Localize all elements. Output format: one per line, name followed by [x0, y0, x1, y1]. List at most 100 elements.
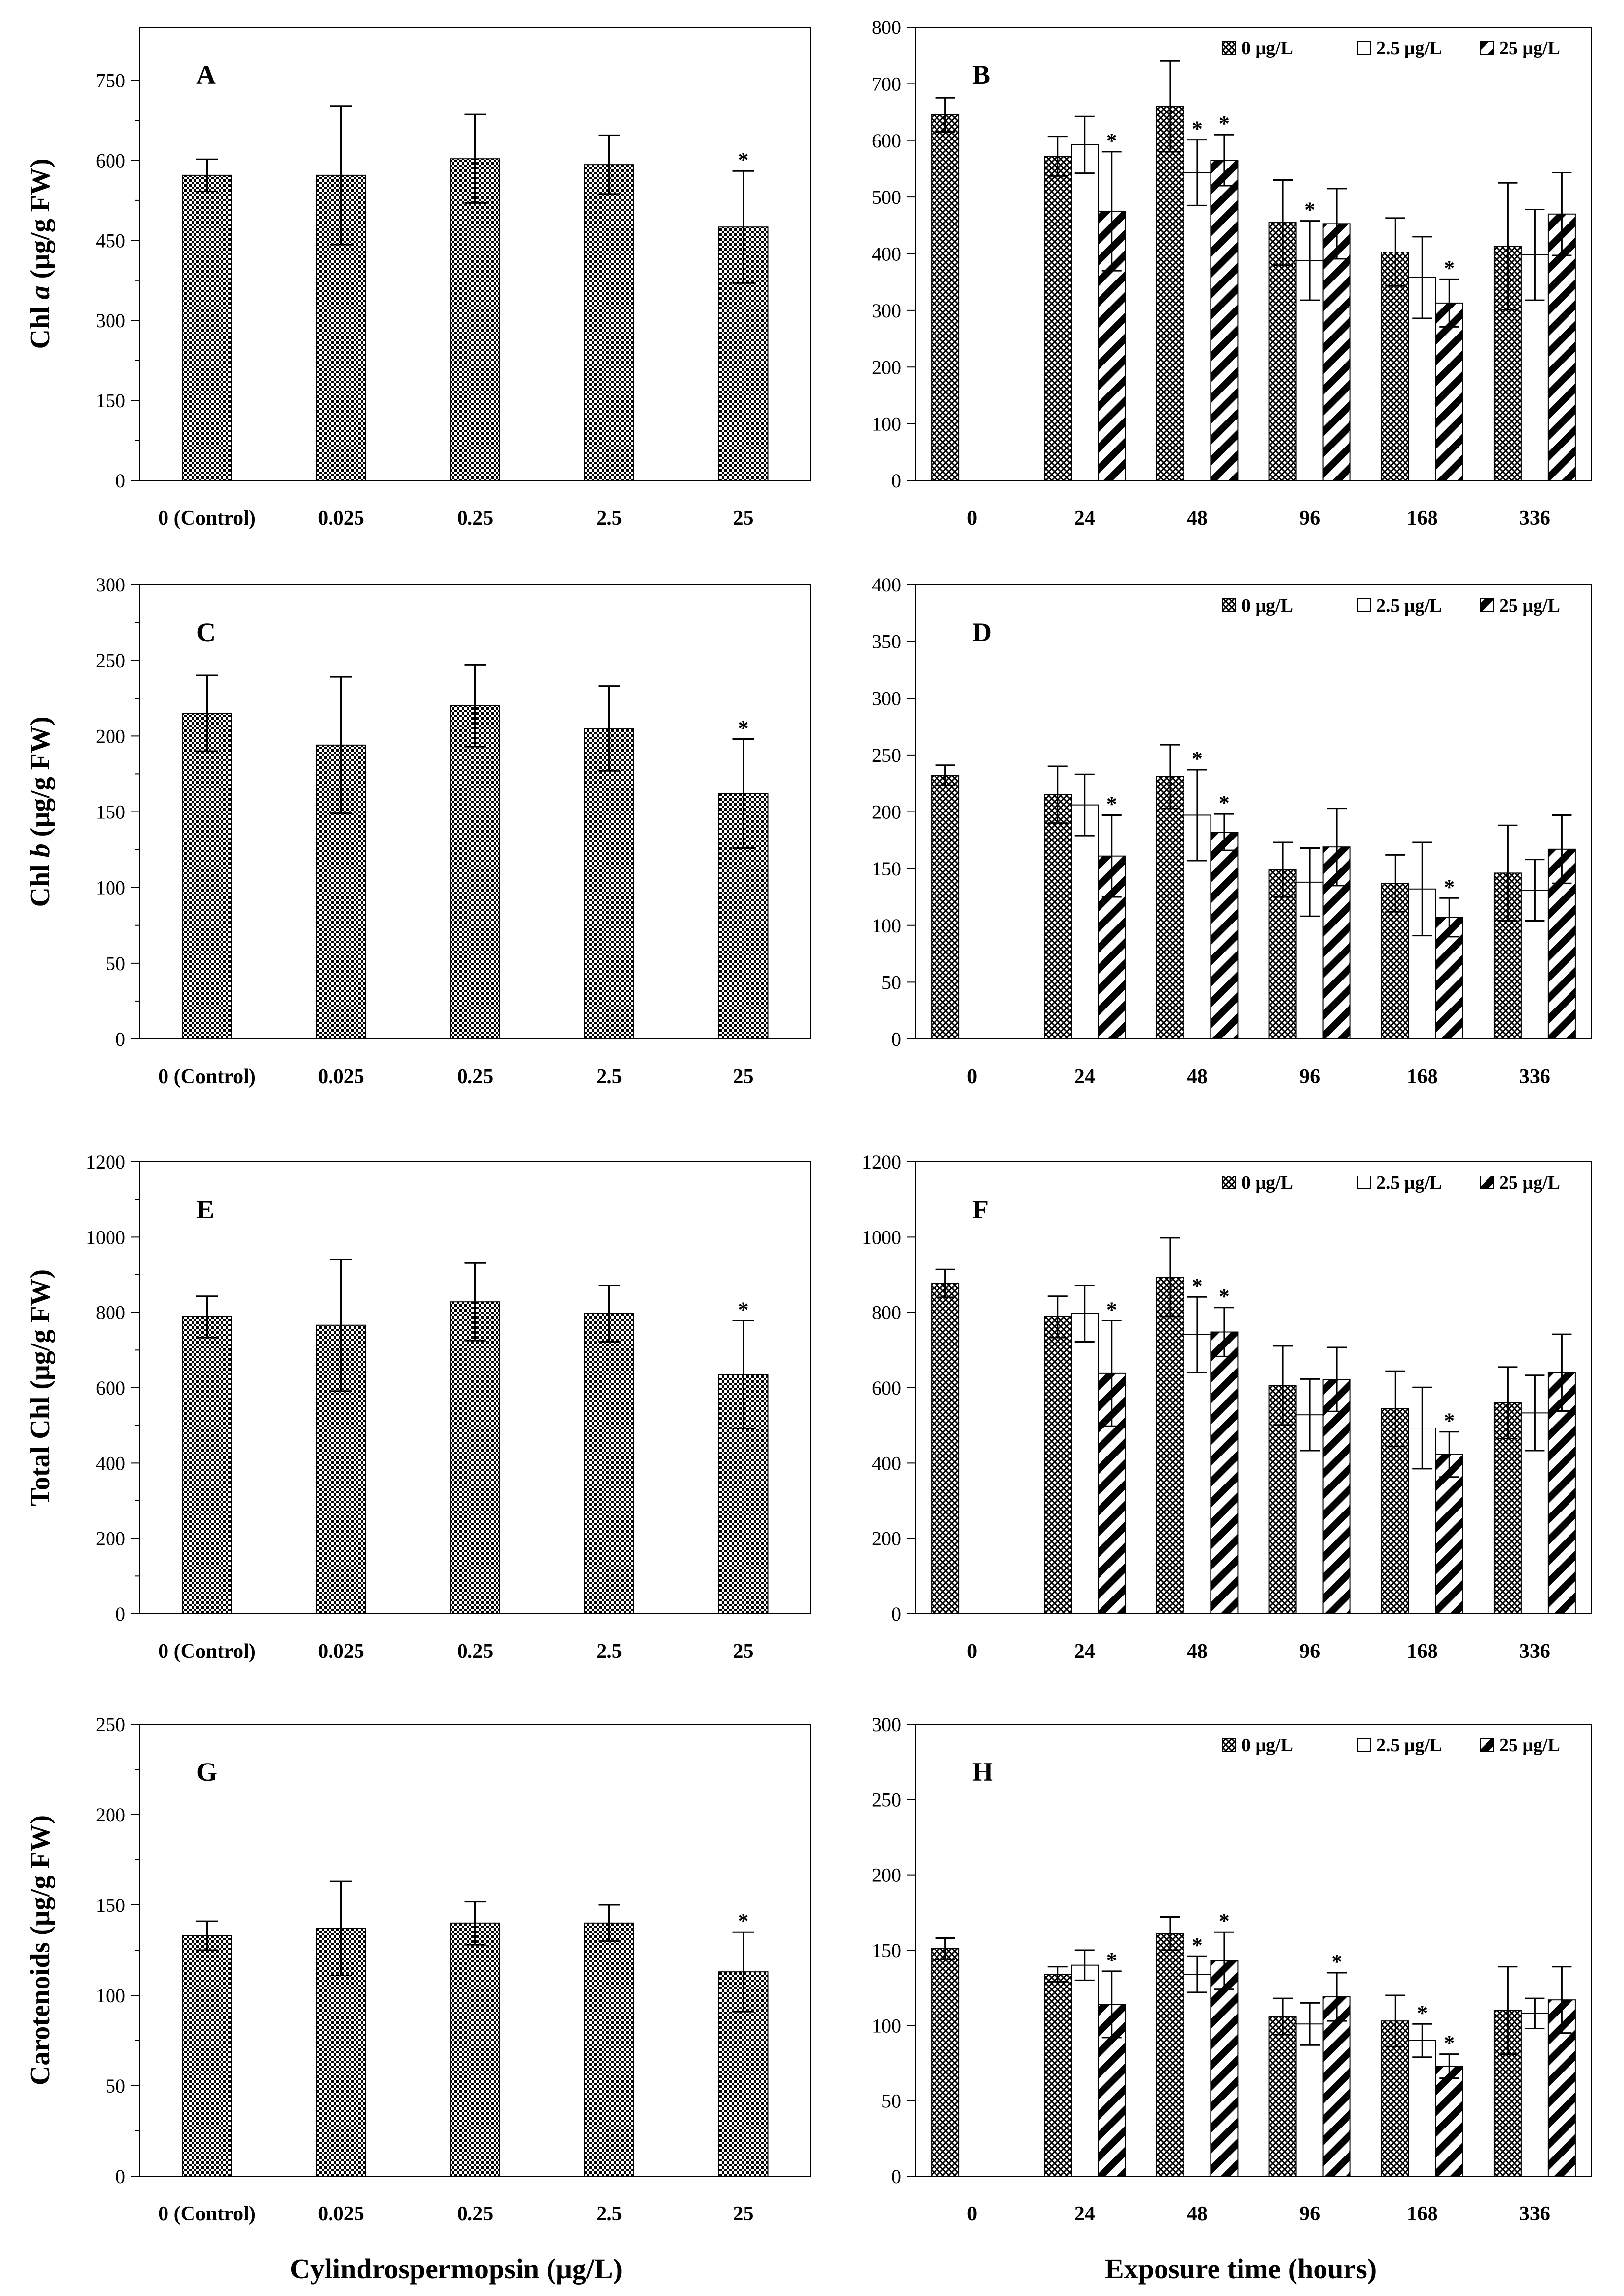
- panel-G: 0 50 100 150 200 250 G Carotenoids (μg/g FW) 0 (…: [25, 1713, 811, 2225]
- y-tick-label: 50: [106, 2075, 125, 2097]
- bar-series-2: [1071, 1313, 1099, 1614]
- bar-series-1: [931, 1283, 960, 1614]
- y-tick-label: 250: [872, 1789, 901, 1811]
- x-tick-label: 48: [1187, 1065, 1208, 1088]
- bar-series-2: [1071, 804, 1099, 1039]
- y-tick-label: 150: [96, 1894, 125, 1916]
- y-tick-label: 250: [872, 744, 901, 766]
- legend: 0 μg/L 2.5 μg/L 25 μg/L: [1222, 1735, 1560, 1756]
- significance-marker: *: [1417, 2001, 1428, 2025]
- significance-marker: *: [1192, 117, 1203, 141]
- x-tick-label: 336: [1519, 1065, 1550, 1088]
- bar-series-3: [1322, 1379, 1351, 1614]
- y-tick-label: 750: [96, 70, 125, 92]
- significance-marker: *: [738, 1909, 749, 1933]
- significance-marker: *: [1192, 1274, 1203, 1298]
- bar-series-2: [1408, 888, 1436, 1039]
- bar-series-3: [1210, 832, 1239, 1039]
- x-tick-label: 2.5: [596, 507, 622, 530]
- x-tick-label: 24: [1074, 1640, 1095, 1663]
- legend-swatch-3: [1480, 41, 1494, 55]
- x-tick-label: 168: [1407, 1065, 1438, 1088]
- bar-series-2: [1295, 2023, 1324, 2177]
- panel-C: 0 50 100 150 200 250 300 C Chl b (μg/g FW) 0 (Con…: [25, 574, 811, 1088]
- bar-series-2: [1183, 1974, 1211, 2177]
- bar-series-1: [1044, 1974, 1072, 2177]
- legend: 0 μg/L 2.5 μg/L 25 μg/L: [1222, 595, 1560, 616]
- panel-letter: H: [972, 1757, 993, 1787]
- x-tick-label: 168: [1407, 507, 1438, 530]
- significance-marker: *: [1444, 256, 1455, 280]
- legend-swatch-2: [1357, 1176, 1371, 1189]
- significance-marker: *: [738, 1298, 749, 1322]
- panel-B: 0 100 200 300 400 500 600 700 800 B 0 * 24 * * 48 * 96 * 16…: [872, 16, 1592, 530]
- y-tick-label: 50: [881, 971, 901, 993]
- x-tick-label: 0 (Control): [158, 2203, 256, 2225]
- legend-label-3: 25 μg/L: [1499, 1173, 1560, 1193]
- significance-marker: *: [1106, 1298, 1117, 1322]
- y-tick-label: 200: [96, 1804, 125, 1826]
- y-tick-label: 150: [872, 1939, 901, 1961]
- significance-marker: *: [1444, 2031, 1455, 2055]
- x-tick-label: 2.5: [596, 1640, 622, 1663]
- x-tick-label: 0.25: [457, 507, 494, 530]
- x-tick-label: 2.5: [596, 2203, 622, 2225]
- y-tick-label: 800: [96, 1302, 125, 1324]
- y-tick-label: 400: [872, 574, 901, 596]
- bar-series-2: [1408, 2040, 1436, 2177]
- bar-series-2: [1071, 144, 1099, 481]
- legend: 0 μg/L 2.5 μg/L 25 μg/L: [1222, 38, 1560, 58]
- panel-letter: A: [196, 60, 216, 89]
- y-tick-label: 1200: [862, 1151, 901, 1173]
- significance-marker: *: [1304, 198, 1315, 222]
- significance-marker: *: [1444, 1409, 1455, 1433]
- significance-marker: *: [738, 716, 749, 740]
- plot-frame: [915, 1724, 1592, 2177]
- x-tick-label: 25: [733, 2203, 754, 2225]
- x-tick-label: 24: [1074, 507, 1095, 530]
- bar-series-1: [1156, 776, 1184, 1039]
- bar-series-3: [1210, 1331, 1239, 1615]
- y-tick-label: 100: [96, 877, 125, 899]
- legend-label-1: 0 μg/L: [1241, 38, 1293, 58]
- x-tick-label: 0 (Control): [158, 1065, 256, 1088]
- y-tick-label: 0: [115, 1603, 125, 1625]
- legend-swatch-3: [1480, 1738, 1494, 1752]
- y-tick-label: 200: [96, 725, 125, 747]
- y-tick-label: 0: [115, 470, 125, 492]
- y-tick-label: 100: [872, 915, 901, 937]
- significance-marker: *: [1219, 1909, 1230, 1933]
- y-axis-label: Chl b (μg/g FW): [25, 717, 55, 907]
- bar: [450, 158, 500, 481]
- y-tick-label: 0: [115, 1028, 125, 1050]
- panel-D: 0 50 100 150 200 250 300 350 400 D 0 * 24 * * 48 96 * 168 3…: [872, 574, 1592, 1088]
- x-tick-label: 24: [1074, 1065, 1095, 1088]
- significance-marker: *: [1106, 1948, 1117, 1972]
- y-tick-label: 0: [891, 2165, 901, 2187]
- y-tick-label: 300: [96, 309, 125, 332]
- bar-series-1: [1044, 156, 1072, 481]
- bar: [450, 705, 500, 1039]
- x-tick-label: 0 (Control): [158, 1640, 256, 1663]
- legend-swatch-1: [1222, 1738, 1236, 1752]
- bar-series-3: [1435, 302, 1463, 481]
- panel-letter: G: [196, 1757, 217, 1787]
- bar-series-3: [1322, 1996, 1351, 2177]
- bar-series-2: [1183, 1334, 1211, 1614]
- bar-series-3: [1435, 917, 1463, 1039]
- y-axis-label: Carotenoids (μg/g FW): [25, 1815, 55, 2085]
- y-tick-label: 150: [96, 390, 125, 412]
- legend-label-3: 25 μg/L: [1499, 595, 1560, 616]
- y-tick-label: 200: [872, 801, 901, 823]
- x-tick-label: 0: [967, 1065, 977, 1088]
- y-tick-label: 300: [96, 574, 125, 596]
- bar-series-2: [1520, 2013, 1549, 2177]
- x-tick-label: 336: [1519, 507, 1550, 530]
- bar-series-1: [1156, 1277, 1184, 1615]
- bar-series-1: [1268, 869, 1297, 1039]
- legend-swatch-2: [1357, 598, 1371, 612]
- x-tick-label: 0: [967, 2203, 977, 2225]
- y-axis-label: Chl a (μg/g FW): [25, 159, 55, 349]
- legend-swatch-2: [1357, 1738, 1371, 1752]
- y-axis-label: Total Chl (μg/g FW): [25, 1269, 55, 1506]
